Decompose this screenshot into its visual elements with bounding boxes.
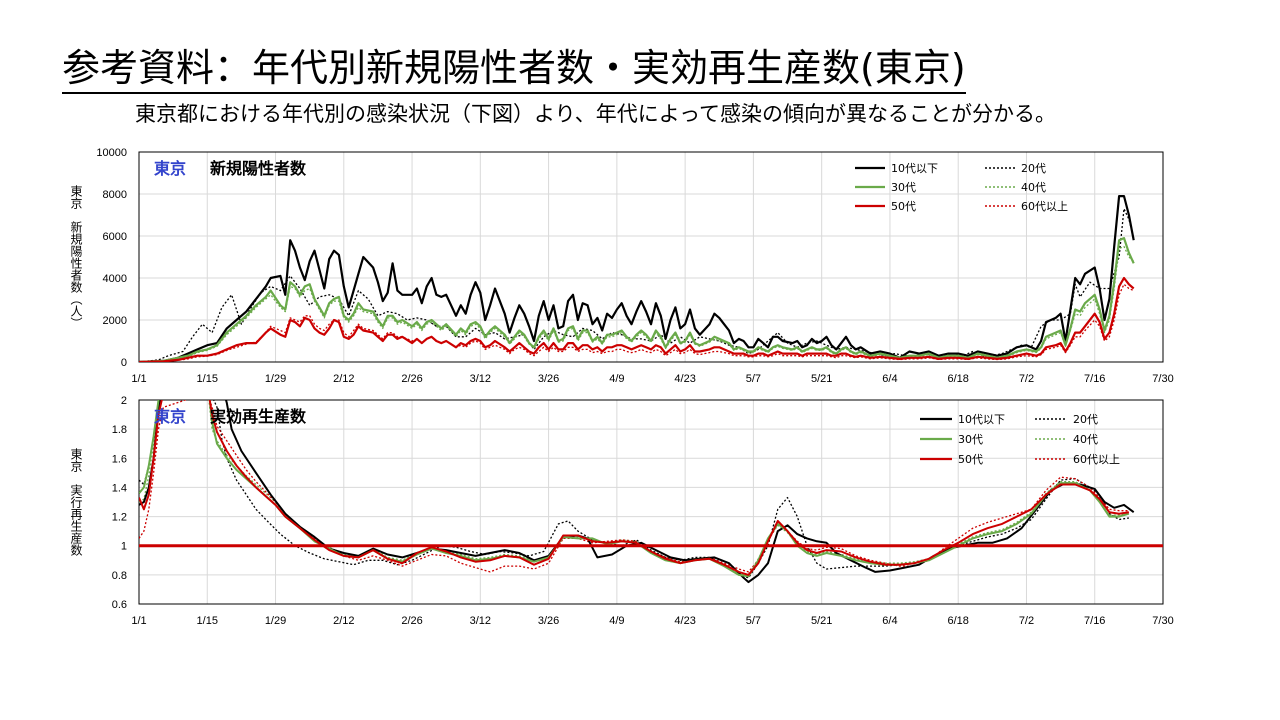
legend: 10代以下 20代 30代 40代 50代 60代以上 — [920, 413, 1120, 466]
x-tick-label: 4/9 — [609, 615, 624, 627]
y-tick-label: 2000 — [103, 315, 127, 327]
series-line-50代 — [139, 400, 1130, 576]
legend-label: 50代 — [958, 453, 983, 466]
y-axis-label: 東京 実行再生産数 — [69, 448, 83, 557]
series-line-30代 — [139, 237, 1135, 362]
plot-frame — [138, 151, 1164, 363]
y-tick-label: 1.2 — [112, 512, 127, 524]
y-tick-label: 0.8 — [112, 570, 127, 582]
y-tick-label: 1.6 — [112, 453, 127, 465]
x-tick-label: 3/12 — [470, 373, 491, 385]
legend-label: 20代 — [1073, 413, 1098, 426]
x-tick-label: 7/2 — [1019, 615, 1034, 627]
x-tick-label: 1/1 — [131, 373, 146, 385]
legend-label: 60代以上 — [1021, 200, 1068, 213]
legend-label: 50代 — [891, 200, 916, 213]
x-tick-label: 6/18 — [947, 615, 968, 627]
x-tick-label: 5/7 — [746, 615, 761, 627]
x-tick-label: 7/16 — [1084, 373, 1105, 385]
series-line-50代 — [139, 276, 1135, 362]
x-tick-label: 6/4 — [882, 373, 897, 385]
series-line-20代 — [139, 208, 1135, 362]
legend: 10代以下 20代 30代 40代 50代 60代以上 — [855, 162, 1068, 213]
series-group — [139, 195, 1135, 362]
legend-label: 20代 — [1021, 162, 1046, 175]
x-tick-label: 2/12 — [333, 615, 354, 627]
y-tick-label: 10000 — [96, 147, 127, 159]
x-tick-label: 2/12 — [333, 373, 354, 385]
x-tick-label: 4/23 — [674, 615, 695, 627]
y-tick-label: 1.8 — [112, 424, 127, 436]
chart-1: 0 2000 4000 6000 8000 10000 1/1 1/15 1/29 2/12 2/2… — [69, 147, 1174, 385]
x-tick-label: 4/23 — [674, 373, 695, 385]
x-tick-label: 2/26 — [401, 373, 422, 385]
y-tick-label: 6000 — [103, 231, 127, 243]
series-group — [139, 400, 1135, 584]
x-tick-label: 5/7 — [746, 373, 761, 385]
chart-title: 新規陽性者数 — [210, 159, 307, 178]
x-tick-label: 3/26 — [538, 615, 559, 627]
x-tick-label: 1/15 — [197, 373, 218, 385]
x-tick-label: 7/2 — [1019, 373, 1034, 385]
x-tick-label: 1/29 — [265, 615, 286, 627]
plot-frame — [138, 399, 1164, 605]
y-tick-label: 0.6 — [112, 599, 127, 611]
y-tick-label: 2 — [121, 395, 127, 407]
chart-region-label: 東京 — [154, 407, 186, 426]
series-line-10代以下 — [139, 400, 1135, 584]
chart-2: 0.6 0.8 1 1.2 1.4 1.6 1.8 2 1/1 1/15 1/29 2/12 2/26 3… — [69, 395, 1174, 627]
x-tick-label: 2/26 — [401, 615, 422, 627]
legend-label: 30代 — [958, 433, 983, 446]
y-tick-label: 0 — [121, 357, 127, 369]
legend-label: 30代 — [891, 181, 916, 194]
series-line-40代 — [139, 245, 1135, 362]
legend-label: 40代 — [1073, 433, 1098, 446]
x-tick-label: 5/21 — [811, 615, 832, 627]
chart-region-label: 東京 — [154, 159, 186, 178]
x-tick-label: 1/1 — [131, 615, 146, 627]
x-tick-label: 4/9 — [609, 373, 624, 385]
legend-label: 10代以下 — [958, 413, 1005, 426]
legend-label: 40代 — [1021, 181, 1046, 194]
y-axis-label: 東京 新規陽性者数（人） — [69, 185, 83, 329]
chart-title: 実効再生産数 — [210, 407, 307, 426]
y-tick-label: 4000 — [103, 273, 127, 285]
x-tick-label: 3/26 — [538, 373, 559, 385]
x-tick-label: 1/29 — [265, 373, 286, 385]
y-tick-label: 1 — [121, 541, 127, 553]
x-tick-label: 6/18 — [947, 373, 968, 385]
slide-title: 参考資料：年代別新規陽性者数・実効再生産数(東京) — [62, 44, 966, 94]
x-tick-label: 1/15 — [197, 615, 218, 627]
x-tick-label: 7/30 — [1152, 373, 1173, 385]
legend-label: 10代以下 — [891, 162, 938, 175]
x-tick-label: 7/30 — [1152, 615, 1173, 627]
y-tick-label: 1.4 — [112, 482, 127, 494]
legend-label: 60代以上 — [1073, 453, 1120, 466]
y-tick-label: 8000 — [103, 189, 127, 201]
slide-subtitle: 東京都における年代別の感染状況（下図）より、年代によって感染の傾向が異なることが… — [135, 102, 1057, 126]
series-line-10代以下 — [139, 195, 1135, 362]
x-tick-label: 3/12 — [470, 615, 491, 627]
x-tick-label: 5/21 — [811, 373, 832, 385]
x-tick-label: 6/4 — [882, 615, 897, 627]
x-tick-label: 7/16 — [1084, 615, 1105, 627]
series-line-40代 — [139, 400, 1129, 576]
